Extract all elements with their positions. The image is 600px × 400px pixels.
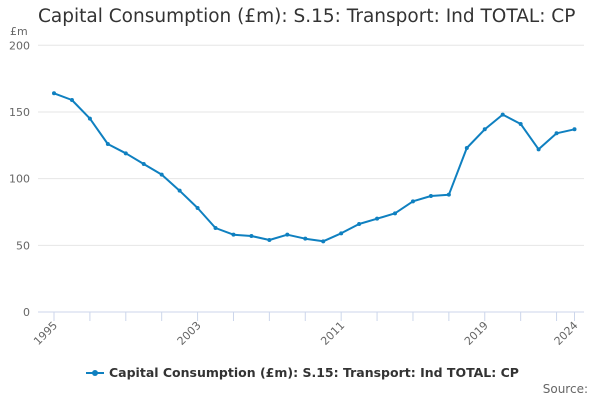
legend-label: Capital Consumption (£m): S.15: Transpor… [109,365,519,380]
data-point[interactable] [159,172,164,177]
gridlines [38,44,584,246]
y-unit-label: £m [10,25,28,38]
y-axis: 0 50 100 150 200 [9,39,30,319]
data-point[interactable] [231,232,236,237]
y-tick-label: 50 [16,239,30,252]
chart-title: Capital Consumption (£m): S.15: Transpor… [38,6,576,27]
x-tick-label: 2024 [552,319,581,348]
data-point[interactable] [339,231,344,236]
data-point[interactable] [446,192,451,197]
data-point[interactable] [536,147,541,152]
data-point[interactable] [572,127,577,132]
data-point[interactable] [410,199,415,204]
data-point[interactable] [321,239,326,244]
data-point[interactable] [357,221,362,226]
data-point[interactable] [393,211,398,216]
data-point[interactable] [285,232,290,237]
data-point[interactable] [87,116,92,121]
data-point[interactable] [249,233,254,238]
data-point[interactable] [482,127,487,132]
data-point[interactable] [177,188,182,193]
y-tick-label: 200 [9,39,30,52]
x-tick-label: 1995 [31,319,60,348]
data-point[interactable] [213,225,218,230]
source-label: Source: [542,382,588,396]
data-point[interactable] [195,205,200,210]
data-point[interactable] [52,91,56,96]
data-point[interactable] [123,151,128,156]
y-tick-label: 150 [9,106,30,119]
x-tick-label: 2003 [175,319,204,348]
data-point[interactable] [303,236,308,241]
data-point[interactable] [141,161,146,166]
data-point[interactable] [69,97,74,102]
data-point[interactable] [464,145,469,150]
data-point[interactable] [375,216,380,221]
series-line [53,92,575,243]
x-tick-label: 2011 [318,319,347,348]
y-tick-label: 100 [9,173,30,186]
data-point[interactable] [267,237,272,242]
data-point[interactable] [428,193,433,198]
data-point[interactable] [554,131,559,136]
legend-line-marker-icon [86,368,104,378]
data-series [52,91,577,244]
data-point[interactable] [518,121,523,126]
x-tick-label: 2019 [462,319,491,348]
data-point[interactable] [105,141,110,146]
data-point[interactable] [500,112,505,117]
y-tick-label: 0 [23,306,30,319]
x-axis: 1995 2003 2011 2019 2024 [31,311,584,348]
legend-item[interactable]: Capital Consumption (£m): S.15: Transpor… [86,365,519,380]
